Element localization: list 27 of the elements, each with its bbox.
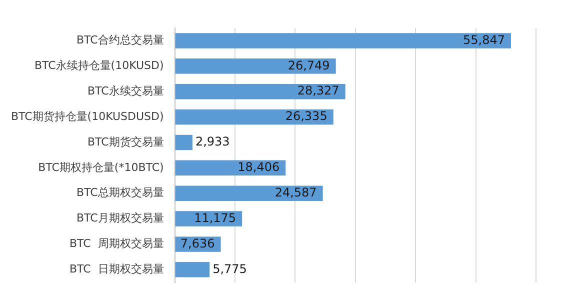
bar <box>175 109 334 125</box>
data-label: 2,933 <box>195 134 230 149</box>
y-tick-label: BTC 日期权交易量 <box>70 262 164 276</box>
y-tick-label: BTC合约总交易量 <box>76 34 164 47</box>
y-tick-label: BTC期货交易量 <box>87 135 164 148</box>
data-label: 11,175 <box>194 210 236 225</box>
bar <box>175 186 323 201</box>
bar <box>175 134 192 150</box>
data-label: 18,406 <box>238 160 280 174</box>
data-label: 55,847 <box>463 32 505 47</box>
y-tick-label: BTC期权持仓量(*10BTC) <box>38 160 164 174</box>
bar <box>175 262 210 278</box>
bar <box>175 84 346 100</box>
y-tick-label: BTC总期权交易量 <box>76 186 164 200</box>
data-label: 5,775 <box>212 262 247 276</box>
data-label: 7,636 <box>180 236 215 250</box>
y-tick-label: BTC永续交易量 <box>87 84 164 98</box>
bar <box>175 33 511 48</box>
y-tick-label: BTC永续持仓量(10KUSD) <box>34 59 164 72</box>
y-tick-label: BTC期货持仓量(10KUSDUSD) <box>10 110 164 123</box>
bar <box>175 58 336 74</box>
y-tick-label: BTC 周期权交易量 <box>70 237 164 250</box>
data-label: 24,587 <box>274 185 317 200</box>
y-tick-label: BTC月期权交易量 <box>76 212 164 225</box>
data-label: 26,335 <box>285 109 328 124</box>
data-label: 28,327 <box>297 84 340 98</box>
data-label: 26,749 <box>288 58 330 72</box>
